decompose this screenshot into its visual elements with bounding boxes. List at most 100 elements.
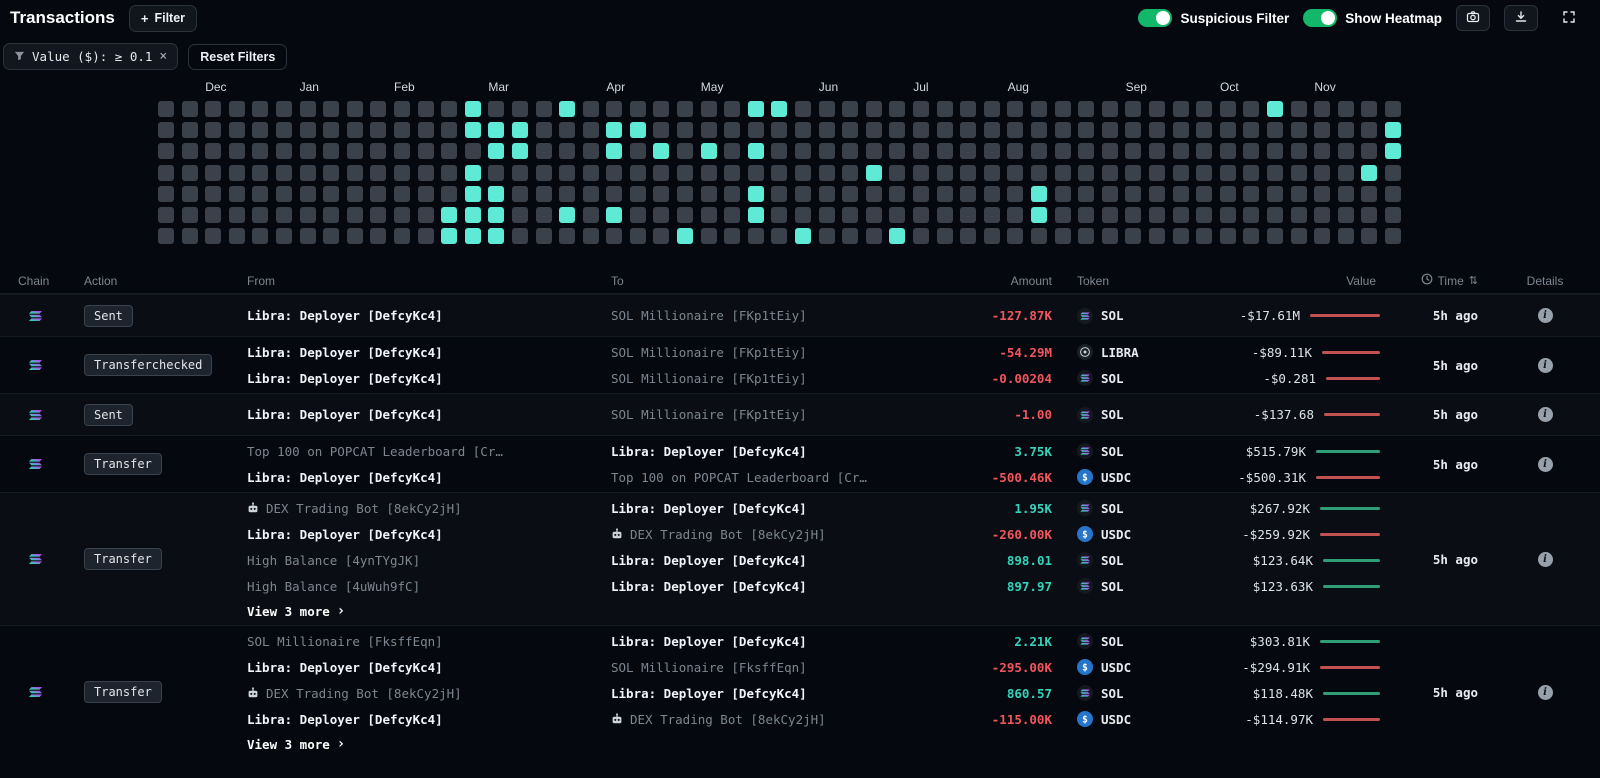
heatmap-cell[interactable] [1078,101,1094,117]
token-symbol[interactable]: USDC [1101,660,1131,675]
heatmap-cell[interactable] [1267,101,1283,117]
from-entity[interactable]: Libra: Deployer [DefcyKc4] [247,527,611,542]
heatmap-cell[interactable] [984,207,1000,223]
heatmap-cell[interactable] [1055,143,1071,159]
heatmap-cell[interactable] [418,101,434,117]
heatmap-cell[interactable] [1078,122,1094,138]
heatmap-cell[interactable] [724,122,740,138]
from-entity[interactable]: SOL Millionaire [FksffEqn] [247,634,611,649]
heatmap-cell[interactable] [748,228,764,244]
heatmap-cell[interactable] [913,143,929,159]
heatmap-cell[interactable] [1220,207,1236,223]
heatmap-cell[interactable] [512,165,528,181]
heatmap-cell[interactable] [1196,122,1212,138]
heatmap-cell[interactable] [1361,228,1377,244]
heatmap-cell[interactable] [583,207,599,223]
heatmap-cell[interactable] [630,228,646,244]
heatmap-cell[interactable] [300,186,316,202]
heatmap-cell[interactable] [701,101,717,117]
heatmap-cell[interactable] [1314,165,1330,181]
heatmap-cell[interactable] [748,186,764,202]
from-entity[interactable]: Top 100 on POPCAT Leaderboard [Cr… [247,444,611,459]
heatmap-cell[interactable] [323,143,339,159]
heatmap-cell[interactable] [960,165,976,181]
heatmap-cell[interactable] [653,186,669,202]
heatmap-cell[interactable] [1031,186,1047,202]
heatmap-cell[interactable] [1314,207,1330,223]
heatmap-cell[interactable] [158,228,174,244]
heatmap-cell[interactable] [512,143,528,159]
heatmap-cell[interactable] [418,186,434,202]
heatmap-cell[interactable] [937,143,953,159]
heatmap-cell[interactable] [205,122,221,138]
info-icon[interactable]: i [1538,358,1553,373]
heatmap-cell[interactable] [1196,165,1212,181]
heatmap-cell[interactable] [960,101,976,117]
heatmap-cell[interactable] [1078,186,1094,202]
heatmap-cell[interactable] [370,101,386,117]
heatmap-cell[interactable] [819,143,835,159]
heatmap-cell[interactable] [583,228,599,244]
heatmap-cell[interactable] [630,165,646,181]
heatmap-cell[interactable] [347,228,363,244]
heatmap-cell[interactable] [653,122,669,138]
heatmap-cell[interactable] [347,207,363,223]
heatmap-cell[interactable] [418,228,434,244]
heatmap-cell[interactable] [441,165,457,181]
heatmap-cell[interactable] [441,228,457,244]
heatmap-cell[interactable] [1125,143,1141,159]
heatmap-cell[interactable] [559,165,575,181]
heatmap-cell[interactable] [583,122,599,138]
heatmap-cell[interactable] [229,186,245,202]
heatmap-cell[interactable] [1361,143,1377,159]
from-entity[interactable]: Libra: Deployer [DefcyKc4] [247,308,611,323]
heatmap-cell[interactable] [394,228,410,244]
heatmap-cell[interactable] [1338,122,1354,138]
heatmap-cell[interactable] [1007,186,1023,202]
heatmap-cell[interactable] [347,165,363,181]
heatmap-cell[interactable] [323,122,339,138]
heatmap-cell[interactable] [1031,101,1047,117]
solana-chain-icon[interactable] [29,410,42,420]
heatmap-cell[interactable] [1267,122,1283,138]
suspicious-filter-toggle[interactable] [1138,9,1172,27]
heatmap-cell[interactable] [748,122,764,138]
heatmap-cell[interactable] [158,165,174,181]
heatmap-cell[interactable] [795,122,811,138]
heatmap-cell[interactable] [536,165,552,181]
heatmap-cell[interactable] [1338,207,1354,223]
heatmap-cell[interactable] [1291,186,1307,202]
heatmap-cell[interactable] [653,165,669,181]
heatmap-cell[interactable] [889,143,905,159]
heatmap-cell[interactable] [913,228,929,244]
heatmap-cell[interactable] [842,186,858,202]
heatmap-cell[interactable] [889,101,905,117]
heatmap-cell[interactable] [937,122,953,138]
heatmap-cell[interactable] [606,165,622,181]
heatmap-cell[interactable] [559,186,575,202]
heatmap-cell[interactable] [1078,165,1094,181]
heatmap-cell[interactable] [1031,143,1047,159]
heatmap-cell[interactable] [701,122,717,138]
heatmap-cell[interactable] [323,207,339,223]
heatmap-cell[interactable] [630,143,646,159]
token-symbol[interactable]: SOL [1101,553,1124,568]
heatmap-cell[interactable] [441,122,457,138]
heatmap-cell[interactable] [276,186,292,202]
heatmap-cell[interactable] [1149,122,1165,138]
from-entity[interactable]: Libra: Deployer [DefcyKc4] [247,712,611,727]
solana-chain-icon[interactable] [29,459,42,469]
heatmap-cell[interactable] [536,101,552,117]
heatmap-cell[interactable] [276,101,292,117]
token-symbol[interactable]: USDC [1101,470,1131,485]
heatmap-cell[interactable] [1291,101,1307,117]
heatmap-cell[interactable] [677,207,693,223]
heatmap-cell[interactable] [677,165,693,181]
heatmap-cell[interactable] [795,165,811,181]
heatmap-cell[interactable] [701,228,717,244]
heatmap-cell[interactable] [323,228,339,244]
heatmap-cell[interactable] [512,122,528,138]
to-entity[interactable]: SOL Millionaire [FksffEqn] [611,660,954,675]
heatmap-cell[interactable] [606,186,622,202]
heatmap-cell[interactable] [771,122,787,138]
